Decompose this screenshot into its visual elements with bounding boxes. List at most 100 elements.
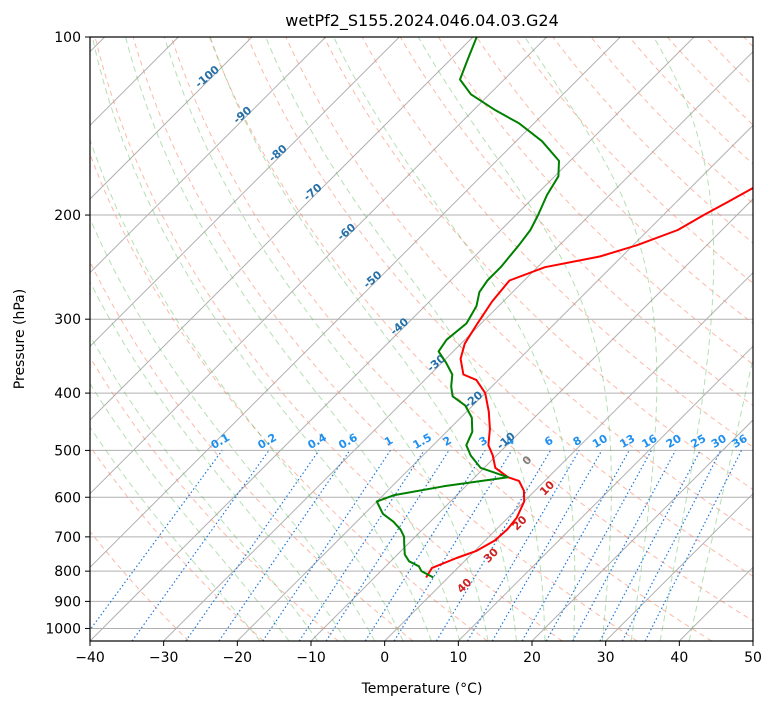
x-tick-label: −20 (223, 650, 253, 666)
mixing-ratio-label: 6 (542, 434, 555, 449)
mixing-ratio-line (599, 450, 701, 641)
moist-adiabat-line (265, 37, 546, 641)
moist-adiabat-line (90, 217, 376, 641)
mixing-ratio-line (131, 450, 270, 641)
x-tick-label: 20 (523, 650, 541, 666)
dry-adiabat-line (667, 37, 753, 126)
mixing-ratio-line (545, 450, 652, 641)
moist-adiabat-line (209, 37, 517, 641)
dry-adiabat-label: -20 (462, 388, 486, 411)
mixing-ratio-label: 13 (618, 432, 638, 451)
moist-adiabat-line (90, 382, 290, 641)
x-tick-label: −40 (75, 650, 105, 666)
dry-adiabat-label: -100 (193, 63, 223, 91)
moist-adiabat-line (333, 37, 576, 641)
moist-adiabat-line (417, 37, 612, 641)
x-tick-label: 0 (380, 650, 389, 666)
isotherm-line (310, 198, 753, 641)
mixing-ratio-label: 20 (664, 432, 684, 451)
x-axis-ticks: −40 −30 −20 −10 0 10 20 30 40 50 (75, 641, 762, 666)
isotherm-line (457, 345, 753, 641)
dry-adiabat-line (476, 37, 753, 325)
isotherm-line (90, 37, 474, 421)
dry-adiabat-label: -30 (425, 352, 449, 375)
y-tick-label: 500 (54, 443, 81, 459)
y-tick-label: 200 (54, 208, 81, 224)
x-axis-label: Temperature (°C) (361, 681, 483, 697)
x-tick-label: −30 (149, 650, 179, 666)
moist-adiabat-line (125, 37, 461, 641)
dry-adiabat-label: -90 (231, 104, 255, 127)
x-tick-label: −10 (296, 650, 326, 666)
dry-adiabat-line (90, 152, 488, 641)
mixing-ratio-line (572, 450, 677, 641)
y-axis-label: Pressure (hPa) (12, 289, 28, 389)
dry-adiabat-line (590, 37, 753, 205)
dry-adiabat-line (90, 260, 414, 641)
mixing-ratio-line (364, 450, 486, 641)
dry-adiabat-label: -80 (266, 142, 290, 165)
isotherm-line (90, 37, 621, 569)
moist-adiabat-line (163, 37, 489, 641)
mixing-ratio-line (325, 450, 450, 641)
mixing-ratio-line (298, 450, 425, 641)
dry-adiabat-line (209, 37, 753, 622)
x-tick-label: 50 (744, 650, 762, 666)
mixing-ratio-line (262, 450, 391, 641)
y-tick-label: 900 (54, 594, 81, 610)
moist-adiabat-line (90, 426, 261, 641)
mixing-ratio-label: 8 (571, 434, 584, 449)
isotherm-line (605, 492, 753, 641)
mixing-ratio-line (90, 450, 223, 631)
moist-adiabat-line (90, 138, 404, 641)
dry-adiabat-line (170, 37, 712, 641)
isotherm-line (90, 37, 253, 200)
dry-adiabat-line (361, 37, 753, 448)
dry-adiabat-line (94, 37, 563, 641)
mixing-ratio-line (491, 450, 603, 641)
dry-adiabat-line (247, 37, 753, 577)
dry-adiabat-label: -40 (388, 315, 412, 338)
y-tick-label: 300 (54, 312, 81, 328)
x-tick-label: 40 (670, 650, 688, 666)
x-tick-label: 10 (449, 650, 467, 666)
moist-adiabat-line (90, 334, 319, 641)
chart-title: wetPf2_S155.2024.046.04.03.G24 (285, 11, 559, 31)
temperature-profile-line (425, 186, 753, 579)
mixing-ratio-line (521, 450, 630, 641)
mixing-ratio-label: 25 (689, 432, 709, 451)
mixing-ratio-label: 36 (730, 432, 750, 451)
isotherm-line (531, 419, 753, 641)
dewpoint-profile-line (375, 37, 560, 579)
moist-adiabat-label: 0 (520, 453, 535, 468)
moist-adiabat-line (90, 280, 347, 641)
mixing-ratio-line (435, 450, 552, 641)
mixing-ratio-label: 1 (382, 434, 395, 449)
background-line-labels: 0.1 0.2 0.4 0.6 1 1.5 2 3 4 6 8 10 13 16 20 25 30 36-100-… (193, 63, 750, 596)
mixing-ratio-label: 0.1 (209, 431, 232, 452)
moist-adiabat-label: 30 (481, 545, 501, 565)
y-tick-label: 700 (54, 530, 81, 546)
moist-adiabat-line (91, 37, 432, 641)
mixing-ratio-line (185, 450, 320, 641)
isotherm-line (752, 640, 753, 641)
mixing-ratio-line (466, 450, 580, 641)
y-tick-label: 100 (54, 30, 81, 46)
moist-adiabat-label: 10 (537, 478, 557, 498)
dry-adiabat-line (90, 445, 264, 641)
dry-adiabat-line (743, 37, 753, 48)
dry-adiabat-line (90, 356, 339, 641)
y-tick-label: 800 (54, 564, 81, 580)
isotherm-line (236, 124, 753, 641)
isotherm-line (90, 37, 548, 495)
y-tick-label: 1000 (45, 621, 81, 637)
isotherm-line (678, 566, 753, 641)
dry-adiabat-line (514, 37, 753, 284)
mixing-ratio-label: 16 (640, 432, 660, 451)
isotherm-line (90, 37, 400, 348)
dry-adiabat-line (323, 37, 753, 491)
y-tick-label: 600 (54, 490, 81, 506)
dry-adiabat-line (705, 37, 753, 87)
moist-adiabat-label: 40 (454, 575, 474, 595)
mixing-ratio-line (393, 450, 513, 641)
